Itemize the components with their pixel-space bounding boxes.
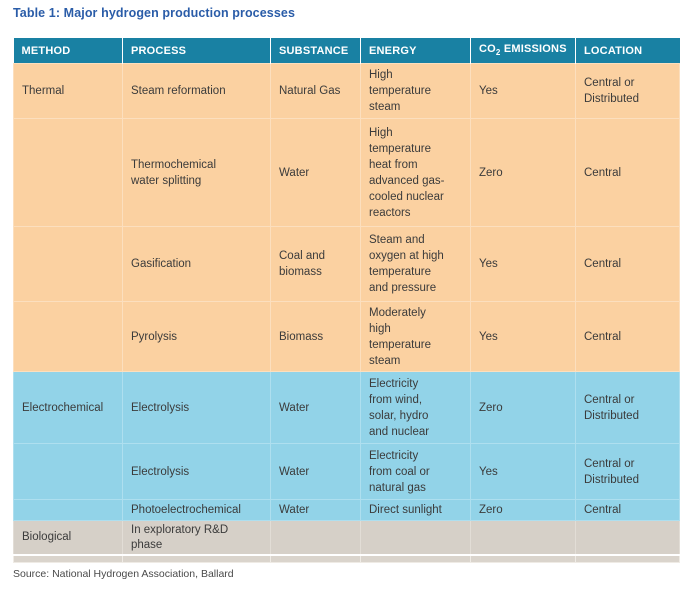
cell-co2: Yes	[470, 63, 576, 119]
cell-location	[575, 520, 680, 556]
cell-energy: High temperature steam	[360, 63, 471, 119]
cell-method	[13, 118, 123, 227]
cell-energy: High temperature heat from advanced gas-…	[360, 118, 471, 227]
table-row-gasification: Gasification Coal and biomass Steam and …	[13, 226, 680, 302]
cell-co2: Zero	[470, 118, 576, 227]
cell-energy: Electricity from coal or natural gas	[360, 443, 471, 500]
cell-co2: Zero	[470, 371, 576, 444]
table-row-biological: Biological In exploratory R&D phase	[13, 520, 680, 556]
cell-location: Central	[575, 499, 680, 521]
cell-energy: Moderately high temperature steam	[360, 301, 471, 372]
cell-process: Steam reformation	[122, 63, 271, 119]
cell-location: Central or Distributed	[575, 443, 680, 500]
header-label-co2-subscript: 2	[495, 48, 501, 58]
header-label-process: PROCESS	[131, 44, 187, 57]
cell-energy: Electricity from wind, solar, hydro and …	[360, 371, 471, 444]
cell-substance: Water	[270, 371, 361, 444]
hydrogen-production-table: METHOD PROCESS SUBSTANCE ENERGY CO2 EMIS…	[13, 38, 680, 563]
cell-location: Central	[575, 226, 680, 302]
cell-co2: Yes	[470, 226, 576, 302]
table-row-electrolysis-fossil: Electrolysis Water Electricity from coal…	[13, 443, 680, 500]
cell-process: Thermochemical water splitting	[122, 118, 271, 227]
cell-process: Gasification	[122, 226, 271, 302]
cell-substance: Natural Gas	[270, 63, 361, 119]
table-row-photoelectrochemical: Photoelectrochemical Water Direct sunlig…	[13, 499, 680, 521]
table-title: Table 1: Major hydrogen production proce…	[13, 6, 295, 20]
cell-empty	[13, 554, 123, 563]
cell-energy: Direct sunlight	[360, 499, 471, 521]
table-row-steam-reformation: Thermal Steam reformation Natural Gas Hi…	[13, 63, 680, 119]
cell-method: Electrochemical	[13, 371, 123, 444]
source-note: Source: National Hydrogen Association, B…	[13, 568, 234, 580]
cell-substance: Coal and biomass	[270, 226, 361, 302]
cell-location: Central or Distributed	[575, 63, 680, 119]
header-cell-location: LOCATION	[575, 38, 680, 64]
cell-substance: Water	[270, 443, 361, 500]
cell-location: Central	[575, 301, 680, 372]
header-cell-substance: SUBSTANCE	[270, 38, 361, 64]
header-label-co2-prefix: CO	[479, 43, 496, 56]
cell-co2: Zero	[470, 499, 576, 521]
cell-process: Electrolysis	[122, 443, 271, 500]
cell-location: Central	[575, 118, 680, 227]
table-row-pyrolysis: Pyrolysis Biomass Moderately high temper…	[13, 301, 680, 372]
header-cell-co2-emissions: CO2 EMISSIONS	[470, 38, 576, 64]
cell-process: Pyrolysis	[122, 301, 271, 372]
header-label-energy: ENERGY	[369, 44, 417, 57]
cell-energy: Steam and oxygen at high temperature and…	[360, 226, 471, 302]
cell-process: Electrolysis	[122, 371, 271, 444]
cell-method	[13, 499, 123, 521]
header-label-method: METHOD	[21, 44, 71, 57]
header-label-substance: SUBSTANCE	[279, 44, 349, 57]
header-cell-method: METHOD	[13, 38, 123, 64]
cell-empty	[270, 554, 361, 563]
cell-method	[13, 443, 123, 500]
header-cell-process: PROCESS	[122, 38, 271, 64]
cell-process: In exploratory R&D phase	[122, 520, 271, 556]
cell-empty	[470, 554, 576, 563]
cell-co2	[470, 520, 576, 556]
cell-method: Thermal	[13, 63, 123, 119]
cell-method	[13, 226, 123, 302]
cell-substance: Water	[270, 499, 361, 521]
header-cell-energy: ENERGY	[360, 38, 471, 64]
cell-method	[13, 301, 123, 372]
cell-location: Central or Distributed	[575, 371, 680, 444]
cell-empty	[360, 554, 471, 563]
table-row-electrolysis-renewable: Electrochemical Electrolysis Water Elect…	[13, 371, 680, 444]
cell-substance	[270, 520, 361, 556]
table-row-bottom-strip	[13, 554, 680, 563]
cell-empty	[575, 554, 680, 563]
cell-co2: Yes	[470, 443, 576, 500]
cell-energy	[360, 520, 471, 556]
cell-empty	[122, 554, 271, 563]
header-row: METHOD PROCESS SUBSTANCE ENERGY CO2 EMIS…	[13, 38, 680, 64]
header-label-location: LOCATION	[584, 44, 643, 57]
cell-process: Photoelectrochemical	[122, 499, 271, 521]
cell-substance: Biomass	[270, 301, 361, 372]
header-label-co2-suffix: EMISSIONS	[500, 43, 567, 56]
cell-method: Biological	[13, 520, 123, 556]
cell-substance: Water	[270, 118, 361, 227]
table-row-thermochemical: Thermochemical water splitting Water Hig…	[13, 118, 680, 227]
cell-co2: Yes	[470, 301, 576, 372]
